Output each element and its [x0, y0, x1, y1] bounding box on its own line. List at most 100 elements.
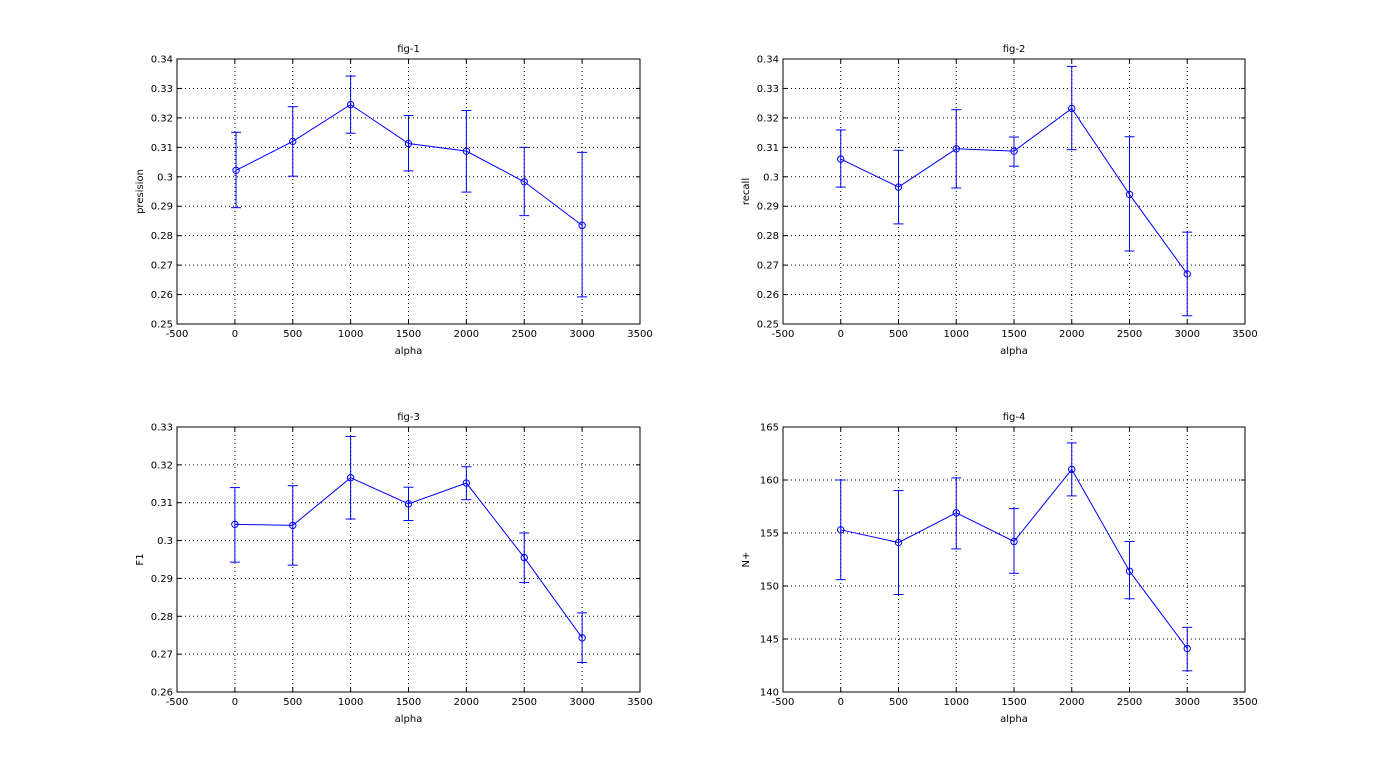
- data-point: [232, 166, 240, 175]
- y-tick-label: 0.3: [763, 172, 779, 183]
- x-tick-label: 2500: [1117, 329, 1142, 340]
- x-tick-label: 3000: [569, 697, 594, 708]
- y-tick-label: 0.3: [157, 536, 173, 547]
- data-point: [578, 221, 586, 230]
- x-tick-label: 0: [838, 697, 844, 708]
- x-tick-label: 3000: [1175, 697, 1200, 708]
- data-point: [837, 155, 845, 163]
- x-tick-label: -500: [772, 329, 795, 340]
- data-point: [1183, 644, 1191, 653]
- y-tick-label: 0.32: [151, 460, 173, 471]
- x-tick-label: 2500: [1117, 697, 1142, 708]
- chart-3: -500 0 500 1000 1500 2000 2500 3000 3500 0.26 0.27…: [135, 412, 653, 725]
- data-point: [1125, 190, 1134, 199]
- data-point: [346, 474, 355, 482]
- y-tick-label: 0.25: [757, 320, 779, 331]
- y-axis-label: N+: [741, 552, 752, 568]
- x-tick-label: 3500: [1232, 697, 1257, 708]
- data-point: [578, 634, 586, 642]
- chart-4: -500 0 500 1000 1500 2000 2500 3000 3500 140 145 15…: [741, 412, 1258, 725]
- x-tick-label: 3000: [569, 329, 594, 340]
- x-tick-label: 2000: [454, 329, 479, 340]
- chart-1: -500 0 500 1000 1500 2000 2500 3000 3500 0.25 0.26…: [135, 44, 653, 357]
- x-tick-label: 2500: [512, 329, 537, 340]
- data-point: [1068, 104, 1076, 113]
- data-point: [894, 183, 903, 191]
- x-tick-label: -500: [772, 697, 795, 708]
- data-point: [404, 500, 413, 508]
- y-tick-label: 0.33: [757, 84, 779, 95]
- y-tick-label: 0.33: [151, 84, 173, 95]
- chart-title: fig-1: [397, 44, 420, 55]
- y-tick-label: 0.34: [151, 55, 173, 66]
- chart-2: -500 0 500 1000 1500 2000 2500 3000 3500 0.25 0.26…: [741, 44, 1258, 357]
- x-tick-label: 0: [838, 329, 844, 340]
- x-tick-label: 0: [232, 697, 238, 708]
- x-tick-label: 500: [889, 697, 908, 708]
- x-tick-label: 1000: [944, 329, 969, 340]
- y-tick-label: 0.31: [151, 498, 173, 509]
- x-tick-label: 2000: [1059, 329, 1084, 340]
- y-tick-label: 0.3: [157, 172, 173, 183]
- y-axis-label: presision: [135, 169, 146, 214]
- x-tick-label: 3500: [1232, 329, 1257, 340]
- x-tick-label: 1500: [1001, 697, 1026, 708]
- x-axis-label: alpha: [395, 714, 423, 725]
- x-tick-label: 1500: [1001, 329, 1026, 340]
- y-tick-label: 0.32: [757, 113, 779, 124]
- y-tick-label: 0.34: [757, 55, 779, 66]
- data-point: [231, 520, 239, 528]
- y-tick-label: 155: [760, 529, 779, 540]
- data-point: [1010, 537, 1018, 546]
- data-point: [462, 147, 471, 155]
- x-tick-label: 0: [232, 329, 238, 340]
- chart-title: fig-3: [397, 412, 420, 423]
- y-tick-label: 0.27: [757, 261, 779, 272]
- data-point: [952, 509, 960, 517]
- chart-title: fig-2: [1003, 44, 1026, 55]
- data-point: [462, 479, 471, 487]
- data-point: [346, 100, 355, 109]
- data-point: [404, 139, 413, 148]
- x-tick-label: 1000: [338, 329, 363, 340]
- data-point: [289, 521, 297, 530]
- x-tick-label: 3500: [627, 697, 652, 708]
- y-tick-label: 0.29: [757, 202, 779, 213]
- x-tick-label: 500: [283, 697, 302, 708]
- y-tick-label: 0.28: [151, 612, 173, 623]
- series-line: [235, 104, 583, 226]
- y-tick-label: 0.25: [151, 320, 173, 331]
- x-tick-label: 1500: [396, 697, 421, 708]
- y-tick-label: 0.28: [757, 231, 779, 242]
- y-axis-label: recall: [741, 178, 752, 205]
- y-tick-label: 0.31: [757, 143, 779, 154]
- y-tick-label: 0.27: [151, 650, 173, 661]
- data-point: [1125, 567, 1134, 575]
- x-tick-label: 500: [283, 329, 302, 340]
- x-tick-label: 2000: [1059, 697, 1084, 708]
- x-tick-label: 3500: [627, 329, 652, 340]
- data-point: [520, 178, 528, 186]
- y-axis-label: F1: [135, 553, 146, 565]
- data-point: [894, 538, 903, 547]
- x-axis-label: alpha: [1000, 714, 1028, 725]
- y-tick-label: 140: [760, 688, 779, 699]
- y-tick-label: 0.27: [151, 261, 173, 272]
- data-point: [1010, 147, 1018, 155]
- y-tick-label: 0.26: [757, 290, 779, 301]
- data-point: [837, 526, 845, 534]
- y-tick-label: 0.32: [151, 113, 173, 124]
- y-tick-label: 0.31: [151, 143, 173, 154]
- x-tick-label: 2000: [454, 697, 479, 708]
- data-point: [952, 145, 960, 153]
- y-tick-label: 0.33: [151, 423, 173, 434]
- x-axis-label: alpha: [1000, 346, 1028, 357]
- data-point: [1068, 465, 1076, 474]
- y-tick-label: 0.29: [151, 202, 173, 213]
- x-tick-label: -500: [166, 697, 189, 708]
- y-tick-label: 0.26: [151, 688, 173, 699]
- x-axis-label: alpha: [395, 346, 423, 357]
- y-tick-label: 145: [760, 635, 779, 646]
- x-tick-label: 1000: [338, 697, 363, 708]
